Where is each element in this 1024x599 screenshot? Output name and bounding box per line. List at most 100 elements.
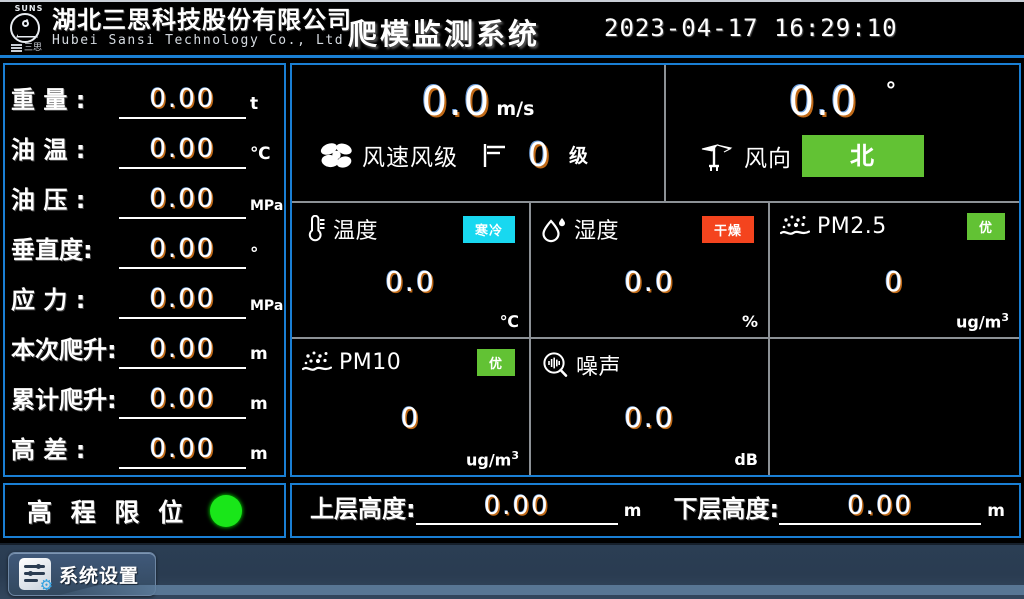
metric-row-oil-pressure: 油 压 : 0.00 MPa xyxy=(11,169,284,219)
lower-height-unit: m xyxy=(987,500,1005,521)
status-badge xyxy=(210,494,243,527)
metric-unit: MPa xyxy=(250,198,284,214)
env-cell-noise: 噪声 0.0 dB xyxy=(531,339,770,475)
metric-label: 垂直度: xyxy=(11,236,93,264)
elevation-limit-panel: 高 程 限 位 xyxy=(3,483,286,538)
layer-heights-panel: 上层高度: 0.00 m 下层高度: 0.00 m xyxy=(290,483,1021,538)
env-cell-temperature: 温度 寒冷 0.0 ℃ xyxy=(292,203,531,337)
env-status-badge: 优 xyxy=(966,213,1005,240)
droplet-icon xyxy=(541,215,567,243)
elevation-limit-label: 高 程 限 位 xyxy=(27,497,189,527)
metric-value-field: 0.00 xyxy=(119,84,246,119)
noise-icon xyxy=(541,351,569,379)
app-header: SUNS 三思 湖北三思科技股份有限公司 Hubei Sansi Technol… xyxy=(0,0,1024,58)
metric-row-verticality: 垂直度: 0.00 ° xyxy=(11,219,278,269)
metric-row-total-climb: 累计爬升: 0.00 m xyxy=(11,369,278,419)
metric-value: 0.00 xyxy=(149,84,216,114)
env-header: PM10 优 xyxy=(302,349,521,376)
metric-unit: ° xyxy=(250,244,259,264)
env-unit: % xyxy=(741,312,758,331)
env-value: 0 xyxy=(884,265,905,298)
upper-height-label: 上层高度: xyxy=(310,494,416,523)
metric-value-field: 0.00 xyxy=(119,334,246,369)
datetime-display: 2023-04-17 16:29:10 xyxy=(604,14,898,42)
company-name-cn: 湖北三思科技股份有限公司 xyxy=(52,6,352,35)
metric-value: 0.00 xyxy=(149,384,216,414)
lower-height-row: 下层高度: 0.00 m xyxy=(656,491,1020,531)
wind-direction-cell: 0.0 ° 风向 北 xyxy=(666,65,1019,201)
env-label: 湿度 xyxy=(574,219,620,244)
env-label: PM10 xyxy=(339,350,402,375)
metrics-panel: 重 量 : 0.00 t 油 温 : 0.00 ℃ 油 压 : 0.00 MPa xyxy=(3,63,286,477)
wind-direction-badge: 北 xyxy=(802,135,924,177)
env-unit-exponent: 3 xyxy=(511,448,519,462)
metric-unit: ℃ xyxy=(250,144,271,164)
suns-logo-icon: SUNS 三思 xyxy=(4,4,48,54)
wind-direction-value: 0.0 xyxy=(788,79,859,125)
system-settings-button[interactable]: ⚙ 系统设置 xyxy=(8,552,156,596)
metric-label: 高 差 : xyxy=(11,436,86,464)
env-label: PM2.5 xyxy=(817,214,887,239)
metric-label: 油 压 : xyxy=(11,186,86,214)
metric-value: 0.00 xyxy=(149,434,216,464)
env-label: 温度 xyxy=(333,219,379,244)
env-header: 温度 寒冷 xyxy=(302,213,521,245)
env-value: 0.0 xyxy=(385,265,436,298)
env-header: PM2.5 优 xyxy=(780,213,1011,240)
metric-row-weight: 重 量 : 0.00 t xyxy=(11,69,278,119)
wind-speed-unit: m/s xyxy=(496,98,535,120)
metric-label: 应 力 : xyxy=(11,286,86,314)
page-title: 爬模监测系统 xyxy=(348,17,541,51)
wind-speed-cell: 0.0 m/s 风速风级 xyxy=(292,65,666,201)
env-unit-exponent: 3 xyxy=(1001,310,1009,324)
env-cell-pm10: PM10 优 0 ug/m3 xyxy=(292,339,531,475)
metric-value-field: 0.00 xyxy=(119,434,246,469)
wind-speed-reading: 0.0 m/s xyxy=(292,79,664,125)
env-label: 噪声 xyxy=(576,355,622,380)
env-cell-pm25: PM2.5 优 0 ug/m3 xyxy=(770,203,1019,337)
env-value: 0.0 xyxy=(624,401,675,434)
metric-label: 本次爬升: xyxy=(11,336,117,364)
metric-unit: m xyxy=(250,394,268,414)
metric-value-field: 0.00 xyxy=(119,234,246,269)
metric-label: 重 量 : xyxy=(11,86,86,114)
metric-value: 0.00 xyxy=(149,134,216,164)
env-status-badge: 优 xyxy=(476,349,515,376)
company-name-en: Hubei Sansi Technology Co., Ltd xyxy=(52,33,345,49)
env-unit-text: ug/m xyxy=(465,450,512,469)
metric-value: 0.00 xyxy=(149,184,216,214)
env-header: 湿度 干燥 xyxy=(541,213,760,245)
lower-height-field: 0.00 xyxy=(779,491,982,525)
wind-speed-legend: 风速风级 0 级 xyxy=(320,135,654,174)
env-value: 0 xyxy=(400,401,421,434)
metric-value: 0.00 xyxy=(149,284,216,314)
dust-icon xyxy=(302,350,332,376)
logo-bottom-mark: 三思 xyxy=(11,42,45,53)
taskbar: ⚙ 系统设置 xyxy=(0,543,1024,599)
metric-row-stress: 应 力 : 0.00 MPa xyxy=(11,269,283,319)
upper-height-unit: m xyxy=(623,500,642,521)
env-status-badge: 干燥 xyxy=(701,215,754,243)
environment-grid: 温度 寒冷 0.0 ℃ 湿度 xyxy=(292,203,1019,475)
env-unit-text: ug/m xyxy=(955,312,1002,331)
metric-row-oil-temperature: 油 温 : 0.00 ℃ xyxy=(11,119,278,169)
weathervane-icon xyxy=(700,140,734,172)
dust-icon xyxy=(780,214,810,240)
metric-row-height-difference: 高 差 : 0.00 m xyxy=(11,419,278,469)
wind-speed-label: 风速风级 xyxy=(362,144,458,171)
wind-direction-legend: 风向 北 xyxy=(700,135,1009,177)
upper-height-field: 0.00 xyxy=(415,491,618,525)
wind-level-unit: 级 xyxy=(569,145,589,167)
env-header: 噪声 xyxy=(541,349,760,381)
metric-label: 油 温 : xyxy=(11,136,86,164)
wind-row: 0.0 m/s 风速风级 xyxy=(292,65,1019,203)
metric-value: 0.00 xyxy=(149,234,216,264)
env-unit: ug/m3 xyxy=(956,311,1009,331)
metric-value: 0.00 xyxy=(149,334,216,364)
metric-unit: m xyxy=(250,444,268,464)
metric-row-current-climb: 本次爬升: 0.00 m xyxy=(11,319,278,369)
environment-row-2: PM10 优 0 ug/m3 xyxy=(292,339,1019,475)
logo-sub-text: 三思 xyxy=(24,42,43,53)
metric-unit: m xyxy=(250,344,268,364)
